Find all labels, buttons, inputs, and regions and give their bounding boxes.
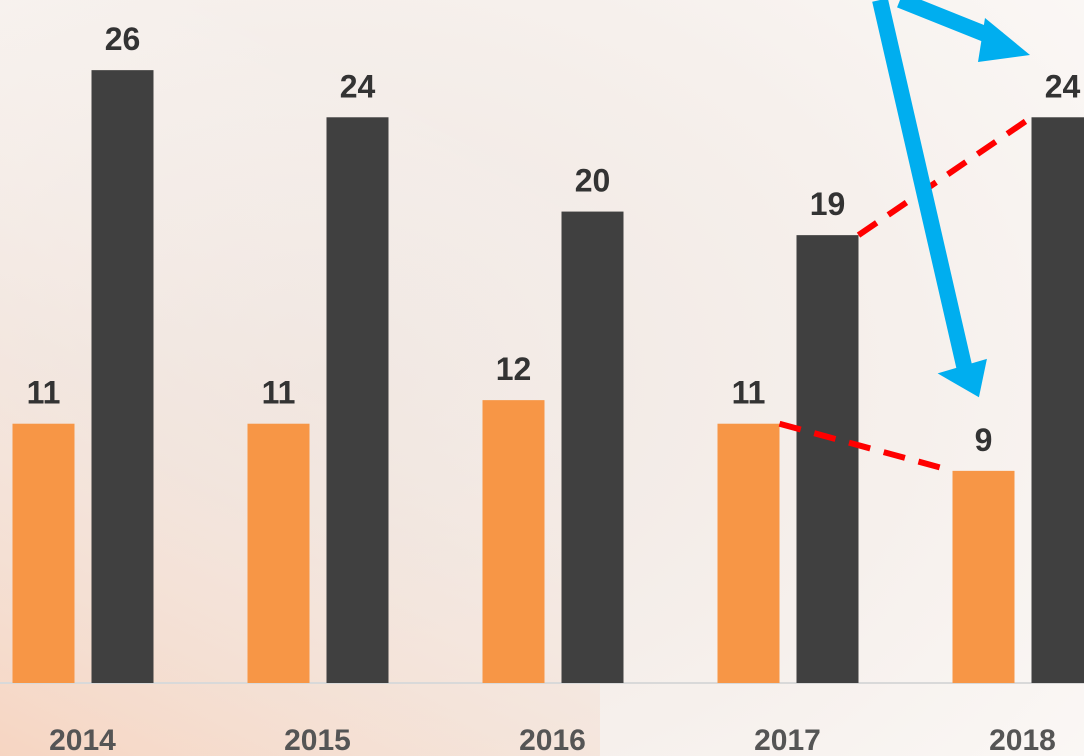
value-label: 19 xyxy=(810,186,846,222)
value-label: 11 xyxy=(732,375,766,411)
value-label: 24 xyxy=(340,68,376,104)
value-label: 20 xyxy=(575,163,611,199)
x-tick-label: 2017 xyxy=(754,724,821,756)
bar xyxy=(562,212,624,683)
value-label: 11 xyxy=(27,375,61,411)
bar xyxy=(327,117,389,683)
value-label: 9 xyxy=(975,422,993,458)
bar xyxy=(953,471,1015,683)
x-tick-label: 2016 xyxy=(519,724,586,756)
x-tick-label: 2014 xyxy=(49,724,116,756)
bar xyxy=(797,235,859,683)
x-tick-label: 2018 xyxy=(989,724,1056,756)
x-tick-label: 2015 xyxy=(284,724,351,756)
bar xyxy=(248,424,310,683)
value-label: 12 xyxy=(496,351,532,387)
value-label: 11 xyxy=(262,375,296,411)
bar xyxy=(13,424,75,683)
value-label: 26 xyxy=(105,21,141,57)
bar xyxy=(483,400,545,683)
bar xyxy=(92,70,154,683)
bar xyxy=(1032,117,1084,683)
chart: 2014 11 26 2015 11 24 2016 12 20 2017 11 19 2018 9 24 xyxy=(0,0,1084,756)
page: {"chart_data": {"type": "bar", "categori… xyxy=(0,0,1084,756)
bar xyxy=(718,424,780,683)
value-label: 24 xyxy=(1045,68,1081,104)
